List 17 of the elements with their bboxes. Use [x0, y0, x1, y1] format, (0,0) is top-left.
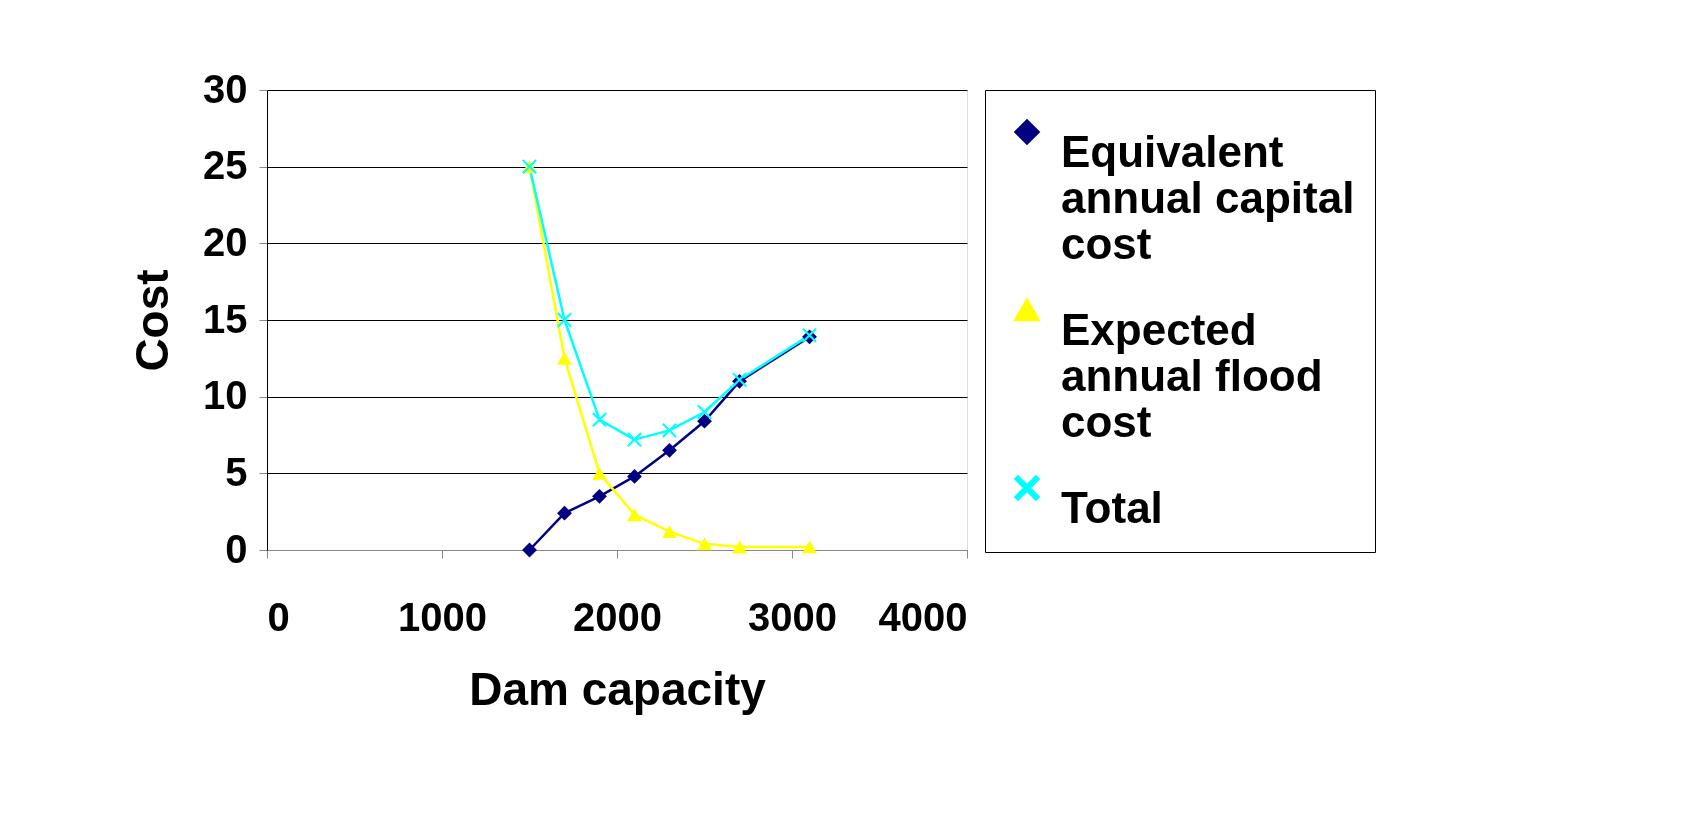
- y-axis-title: Cost: [126, 269, 179, 372]
- y-tick-label: 30: [203, 66, 248, 111]
- y-tick-label: 20: [203, 219, 248, 264]
- x-tick-label: 1000: [398, 594, 487, 639]
- y-tick-label: 0: [225, 526, 248, 571]
- legend-label: Equivalent annual capital cost: [1061, 127, 1355, 268]
- x-tick-label: 2000: [573, 594, 662, 639]
- x-axis-title: Dam capacity: [469, 662, 767, 715]
- x-tick-label: 4000: [878, 594, 968, 639]
- y-tick-label: 5: [225, 449, 248, 494]
- x-tick-label: 3000: [748, 594, 837, 639]
- legend-label: Total: [1061, 483, 1163, 532]
- legend-label: Expected annual flood cost: [1061, 305, 1323, 446]
- y-tick-label: 25: [203, 143, 248, 188]
- y-tick-label: 15: [203, 296, 248, 341]
- x-tick-label: 0: [267, 594, 290, 639]
- y-tick-label: 10: [203, 373, 248, 418]
